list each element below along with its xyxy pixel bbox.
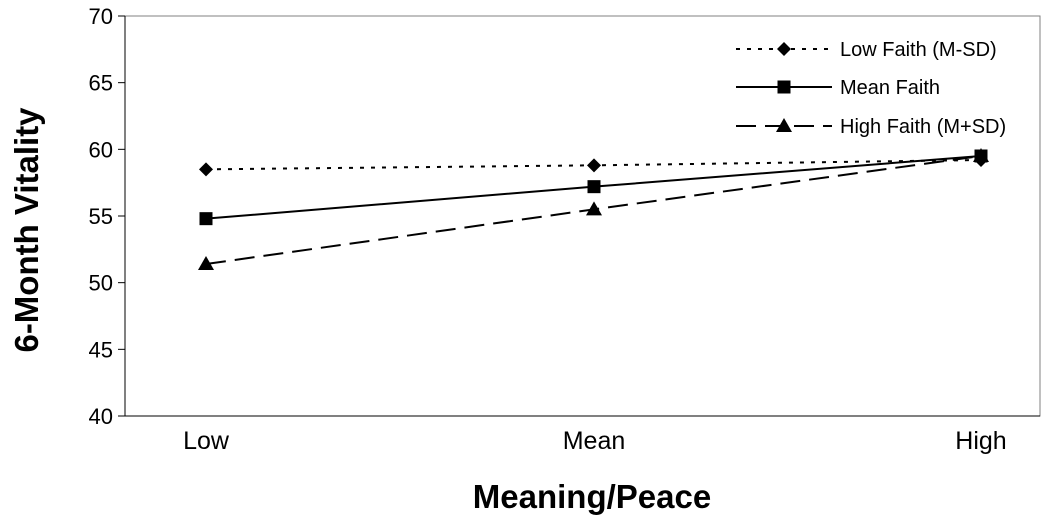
y-tick-label: 55: [89, 204, 113, 229]
series-layer: [198, 148, 989, 270]
legend-marker: [777, 42, 791, 56]
legend-label: Mean Faith: [840, 77, 940, 99]
data-point-triangle: [198, 256, 214, 270]
y-tick-label: 70: [89, 4, 113, 29]
legend-label: High Faith (M+SD): [840, 116, 1006, 138]
x-axis-title: Meaning/Peace: [473, 478, 711, 515]
y-tick-label: 65: [89, 71, 113, 96]
y-tick-label: 50: [89, 271, 113, 296]
legend-item: Low Faith (M-SD): [736, 39, 997, 61]
legend: Low Faith (M-SD) Mean Faith High Faith (M+…: [736, 39, 1006, 138]
data-point-diamond: [199, 162, 213, 177]
legend-item: Mean Faith: [736, 77, 940, 99]
plot-area-border: [124, 15, 1041, 417]
legend-marker: [777, 80, 791, 94]
legend-marker: [776, 118, 792, 132]
data-point-square: [587, 180, 601, 194]
axes: 40 45 50 55 60 65 70 Low Mean High: [89, 4, 1041, 455]
x-tick-label: Mean: [563, 427, 626, 455]
series-triangle: [198, 148, 989, 270]
y-tick-label: 60: [89, 137, 113, 162]
data-point-triangle: [973, 148, 989, 162]
data-point-diamond: [587, 158, 601, 173]
legend-item: High Faith (M+SD): [736, 116, 1006, 138]
y-axis-title: 6-Month Vitality: [8, 107, 45, 353]
x-tick-label: High: [955, 427, 1006, 455]
y-tick-label: 45: [89, 337, 113, 362]
data-point-square: [199, 212, 213, 226]
y-tick-label: 40: [89, 404, 113, 429]
data-point-triangle: [586, 201, 602, 216]
x-tick-label: Low: [183, 427, 230, 455]
legend-label: Low Faith (M-SD): [840, 39, 997, 61]
